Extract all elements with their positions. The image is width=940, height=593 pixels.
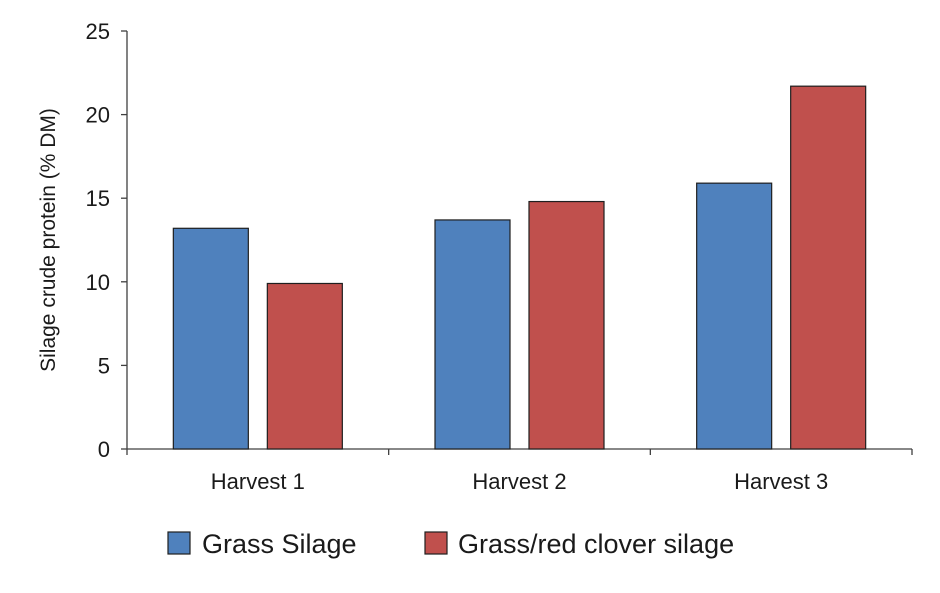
bar-grass-red-clover-silage — [529, 202, 604, 449]
legend-label: Grass/red clover silage — [458, 529, 734, 559]
y-axis: 0 5 10 15 20 25 — [86, 19, 127, 462]
chart: 0 5 10 15 20 25 Harvest 1 Harvest 2 Harvest 3 G… — [0, 0, 940, 588]
bar-grass-red-clover-silage — [267, 283, 342, 449]
y-axis-title: Silage crude protein (% DM) — [37, 108, 60, 372]
y-tick-label: 15 — [86, 186, 110, 211]
y-tick-label: 0 — [98, 437, 110, 462]
legend-label: Grass Silage — [202, 529, 357, 559]
x-category-label: Harvest 3 — [734, 469, 828, 494]
bars — [173, 86, 865, 449]
y-tick-label: 20 — [86, 103, 110, 128]
bar-chart: 0 5 10 15 20 25 Harvest 1 Harvest 2 Harvest 3 G… — [0, 0, 940, 588]
legend-swatch — [168, 532, 190, 554]
legend-swatch — [425, 532, 447, 554]
legend: Grass Silage Grass/red clover silage — [168, 529, 734, 559]
bar-grass-silage — [435, 220, 510, 449]
x-category-label: Harvest 2 — [472, 469, 566, 494]
x-axis: Harvest 1 Harvest 2 Harvest 3 — [127, 449, 912, 494]
x-category-label: Harvest 1 — [211, 469, 305, 494]
bar-grass-silage — [697, 183, 772, 449]
y-tick-label: 25 — [86, 19, 110, 44]
bar-grass-silage — [173, 228, 248, 449]
y-tick-label: 5 — [98, 353, 110, 378]
bar-grass-red-clover-silage — [791, 86, 866, 449]
y-tick-label: 10 — [86, 270, 110, 295]
